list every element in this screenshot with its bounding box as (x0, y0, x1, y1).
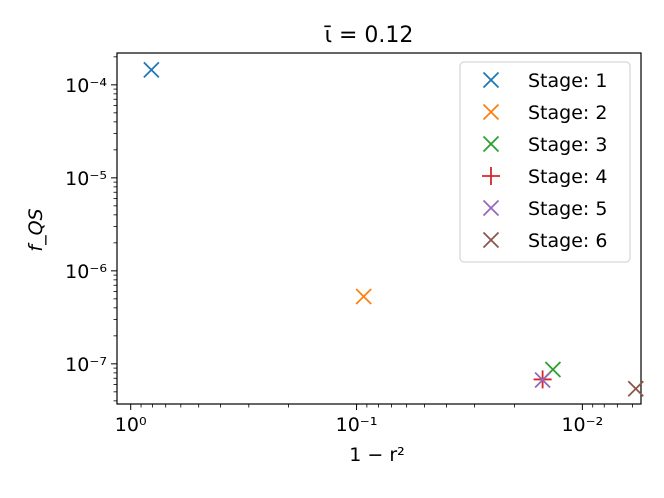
legend-label: Stage: 3 (528, 134, 607, 156)
legend-marker-stage-6 (482, 231, 500, 249)
data-point-stage-2 (355, 288, 372, 305)
legend-label: Stage: 2 (528, 102, 607, 124)
x-tick-label: 10⁰ (115, 414, 147, 436)
legend-label: Stage: 4 (528, 166, 607, 188)
legend: Stage: 1 Stage: 2 Stage: 3 Stage: 4 Stage: 5… (459, 61, 631, 263)
y-axis-label: f_QS (25, 208, 47, 251)
y-tick-label: 10⁻⁴ (65, 75, 107, 97)
x-axis-label: 1 − r² (349, 444, 405, 466)
legend-box (459, 61, 631, 263)
data-point-stage-6 (627, 380, 644, 397)
legend-marker-stage-4 (482, 167, 500, 185)
legend-label: Stage: 5 (528, 198, 607, 220)
data-point-stage-5 (534, 371, 551, 389)
legend-marker-stage-3 (482, 135, 500, 153)
data-point-stage-1 (143, 61, 160, 78)
y-tick-label: 10⁻⁷ (65, 354, 107, 376)
y-tick-label: 10⁻⁵ (65, 168, 107, 190)
legend-marker-stage-1 (482, 71, 500, 89)
plot-area: 10⁰ 10⁻¹ 10⁻² 10⁻⁷ 10⁻⁶ 10⁻⁵ 10⁻⁴ (65, 52, 644, 436)
axes-frame (116, 52, 642, 405)
chart-title: ῑ = 0.12 (324, 23, 414, 48)
y-tick-label: 10⁻⁶ (65, 261, 107, 283)
legend-marker-stage-2 (482, 103, 500, 121)
legend-label: Stage: 1 (528, 70, 607, 92)
legend-label: Stage: 6 (528, 230, 607, 252)
legend-marker-stage-5 (482, 199, 500, 217)
x-tick-label: 10⁻² (561, 414, 603, 436)
x-tick-label: 10⁻¹ (336, 414, 378, 436)
